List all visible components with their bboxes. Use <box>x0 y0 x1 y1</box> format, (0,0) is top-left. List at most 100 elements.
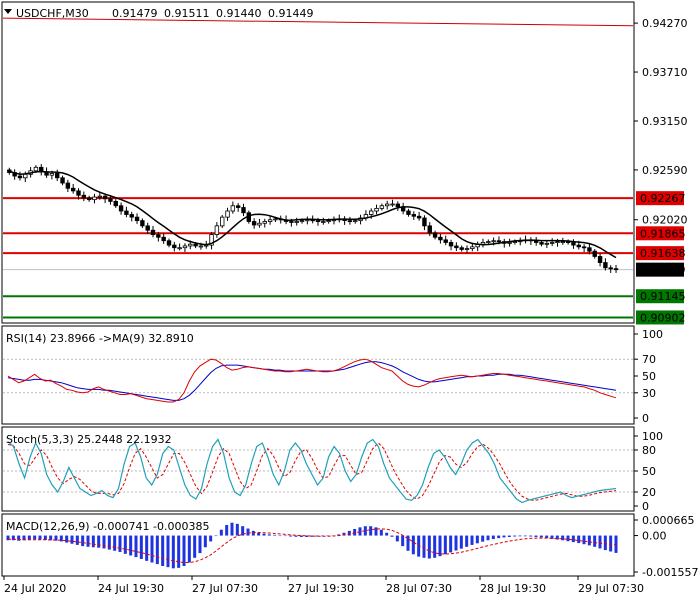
macd-bar <box>22 535 26 541</box>
macd-bar <box>550 535 554 539</box>
candle-body <box>507 242 512 244</box>
candle-body <box>369 210 374 215</box>
macd-bar <box>107 535 111 550</box>
candle-body <box>273 218 278 221</box>
rsi-tick-label: 30 <box>642 387 656 400</box>
rsi-title: RSI(14) 23.8966 ->MA(9) 32.8910 <box>6 332 194 345</box>
candle-body <box>166 240 172 246</box>
high-value: 0.91511 <box>164 7 210 20</box>
candle-body <box>86 197 92 201</box>
macd-bar <box>75 535 79 545</box>
macd-bar <box>49 535 53 541</box>
candle-body <box>374 207 379 212</box>
candle-body <box>539 242 544 245</box>
macd-bar <box>438 535 442 557</box>
macd-tick-label: 0.00 <box>642 530 667 543</box>
candle-body <box>156 234 161 238</box>
axis-layer: 0.92267 0.91865 0.91638 0.91145 0.90902 0.914… <box>3 17 698 595</box>
candle-body <box>209 234 214 246</box>
candle-body <box>448 242 454 247</box>
stoch-signal-line <box>7 442 617 501</box>
macd-bar <box>289 535 293 537</box>
macd-bar <box>411 535 415 555</box>
macd-bar <box>283 535 287 537</box>
price-panel <box>1 1 635 324</box>
price-tick-label: 0.94270 <box>642 17 688 30</box>
candle-body <box>257 222 262 226</box>
candle-body <box>60 177 65 184</box>
candle-body <box>55 173 60 179</box>
dropdown-triangle-icon[interactable] <box>4 9 12 14</box>
time-tick-label: 28 Jul 07:30 <box>386 582 452 595</box>
macd-bar <box>17 535 21 541</box>
candle-body <box>124 210 129 215</box>
macd-bar <box>390 535 394 537</box>
macd-bar <box>406 535 410 551</box>
support-price-label: 0.91145 <box>640 290 686 303</box>
macd-bar <box>337 534 341 536</box>
macd-bar <box>427 535 431 559</box>
candle-body <box>241 207 246 214</box>
resistance-price-label: 0.91865 <box>640 227 686 240</box>
rsi-line <box>7 358 617 403</box>
macd-bar <box>481 535 485 542</box>
candle-body <box>347 220 353 223</box>
macd-bar <box>379 529 383 536</box>
rsi-ma-line <box>7 361 617 401</box>
candle-body <box>294 221 299 223</box>
macd-bar <box>161 535 165 566</box>
current-price-label: 0.91449 <box>640 264 686 277</box>
candle-body <box>491 240 496 243</box>
macd-bar <box>587 535 591 546</box>
candle-body <box>315 220 321 223</box>
candle-body <box>464 248 470 250</box>
candle-body <box>289 221 294 223</box>
price-tick-label: 0.92020 <box>642 214 688 227</box>
candle-body <box>379 205 385 209</box>
stoch-layer <box>3 438 633 504</box>
macd-bar <box>449 535 453 553</box>
candle-body <box>140 220 145 227</box>
candle-body <box>70 187 76 192</box>
macd-bar <box>43 535 47 541</box>
macd-bar <box>59 535 63 542</box>
macd-bar <box>155 535 159 565</box>
stoch-tick-label: 0 <box>642 500 649 513</box>
candle-body <box>193 243 198 247</box>
macd-bar <box>246 528 250 536</box>
macd-bar <box>561 535 565 541</box>
macd-bar <box>6 535 10 541</box>
candle-body <box>97 195 102 198</box>
macd-bar <box>171 535 175 569</box>
macd-bar <box>273 534 277 536</box>
candle-body <box>150 229 156 236</box>
time-tick-label: 27 Jul 19:30 <box>288 582 354 595</box>
candle-body <box>422 217 427 227</box>
macd-bar <box>214 535 218 537</box>
candle-body <box>581 246 587 249</box>
macd-bar <box>486 535 490 541</box>
candle-body <box>198 245 204 248</box>
macd-bar <box>603 535 607 551</box>
macd-bar <box>65 535 69 543</box>
candle-body <box>49 173 55 176</box>
time-tick-label: 24 Jul 2020 <box>4 582 66 595</box>
candle-body <box>129 214 134 218</box>
macd-bar <box>385 532 389 536</box>
stoch-tick-label: 80 <box>642 444 656 457</box>
macd-bar <box>315 535 319 537</box>
macd-bar <box>566 535 570 542</box>
candle-body <box>23 173 28 179</box>
macd-bar <box>502 535 506 538</box>
candle-body <box>321 221 326 223</box>
macd-bar <box>347 530 351 536</box>
candle-body <box>384 203 390 207</box>
resistance-price-label: 0.91638 <box>640 247 686 260</box>
candle-body <box>597 256 603 263</box>
stoch-title: Stoch(5,3,3) 25.2448 22.1932 <box>6 433 172 446</box>
macd-bar <box>251 530 255 536</box>
macd-bar <box>598 535 602 549</box>
macd-bar <box>97 535 101 548</box>
